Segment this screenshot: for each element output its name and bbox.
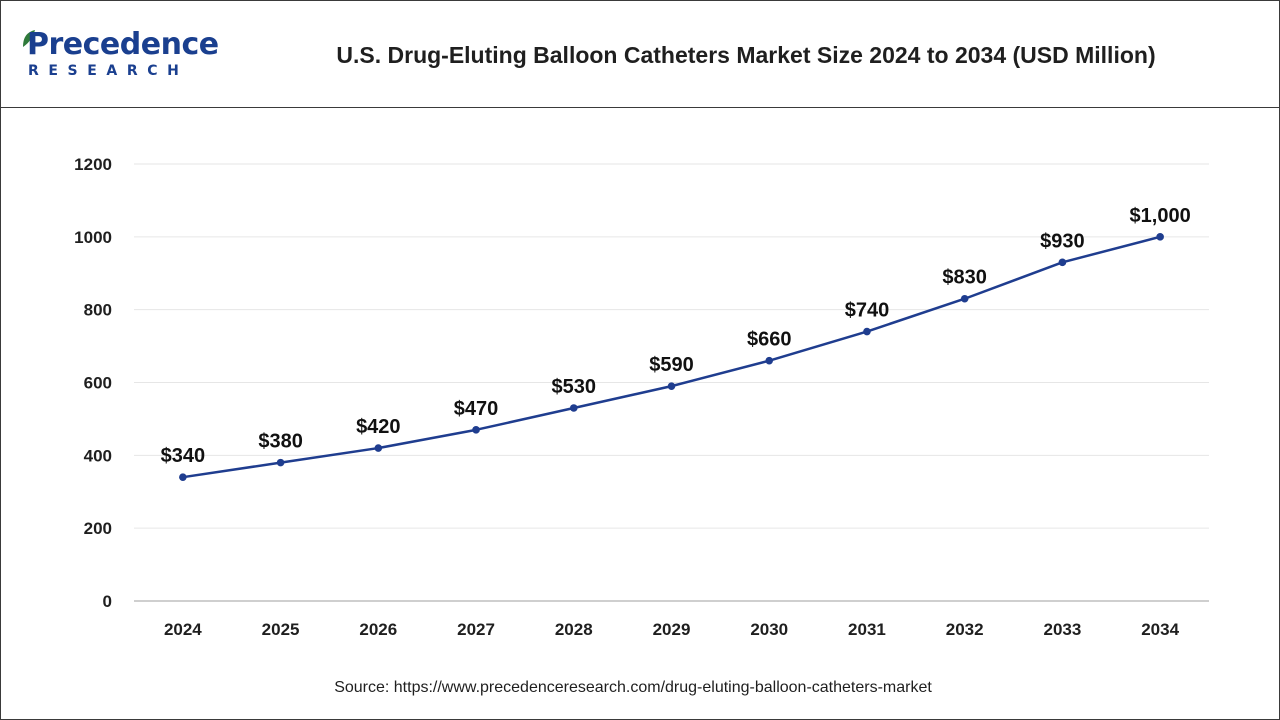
- header: Precedence RESEARCH U.S. Drug-Eluting Ba…: [1, 1, 1279, 108]
- y-tick-label: 200: [84, 519, 112, 538]
- data-label: $380: [258, 431, 303, 453]
- data-point[interactable]: [179, 473, 187, 481]
- data-label: $740: [845, 300, 890, 322]
- data-label: $470: [454, 398, 499, 420]
- x-tick-label: 2027: [457, 620, 495, 639]
- y-tick-label: 800: [84, 301, 112, 320]
- y-tick-label: 400: [84, 446, 112, 465]
- data-point[interactable]: [374, 444, 383, 452]
- data-label: $420: [356, 416, 401, 438]
- data-point[interactable]: [765, 356, 774, 365]
- line-chart: 0 200 400 600 800 1000 1200 2024 2025 2026 2027 202…: [74, 155, 1209, 639]
- y-tick-label: 600: [84, 374, 112, 393]
- data-label: $830: [942, 267, 987, 289]
- data-point[interactable]: [960, 294, 969, 303]
- logo-wordmark: Precedence: [27, 27, 219, 62]
- data-point[interactable]: [472, 426, 480, 434]
- data-point[interactable]: [1058, 258, 1067, 267]
- data-point[interactable]: [667, 382, 676, 390]
- brand-logo[interactable]: Precedence RESEARCH: [21, 27, 221, 85]
- data-label: $660: [747, 329, 792, 351]
- source-note: Source: https://www.precedenceresearch.c…: [334, 679, 932, 696]
- x-tick-label: 2024: [164, 620, 202, 639]
- data-label: $590: [649, 354, 694, 376]
- x-tick-label: 2026: [359, 620, 397, 639]
- x-tick-label: 2034: [1141, 620, 1179, 639]
- data-point[interactable]: [863, 327, 871, 336]
- data-label: $530: [552, 376, 597, 398]
- x-tick-label: 2028: [555, 620, 593, 639]
- leaf-icon: [23, 30, 35, 47]
- x-tick-label: 2030: [750, 620, 788, 639]
- y-tick-label: 1200: [74, 155, 112, 174]
- data-label: $930: [1040, 230, 1085, 252]
- data-label: $340: [161, 445, 206, 467]
- data-label: $1,000: [1130, 205, 1191, 227]
- data-point[interactable]: [1156, 233, 1164, 241]
- x-tick-label: 2025: [262, 620, 300, 639]
- logo-tagline: RESEARCH: [28, 63, 189, 79]
- data-point[interactable]: [569, 404, 578, 412]
- x-tick-label: 2032: [946, 620, 984, 639]
- x-tick-label: 2033: [1043, 620, 1081, 639]
- chart-title: U.S. Drug-Eluting Balloon Catheters Mark…: [336, 42, 1156, 68]
- data-point[interactable]: [276, 458, 285, 467]
- x-tick-label: 2029: [653, 620, 691, 639]
- x-tick-label: 2031: [848, 620, 886, 639]
- y-tick-label: 1000: [74, 228, 112, 247]
- y-tick-label: 0: [103, 592, 112, 611]
